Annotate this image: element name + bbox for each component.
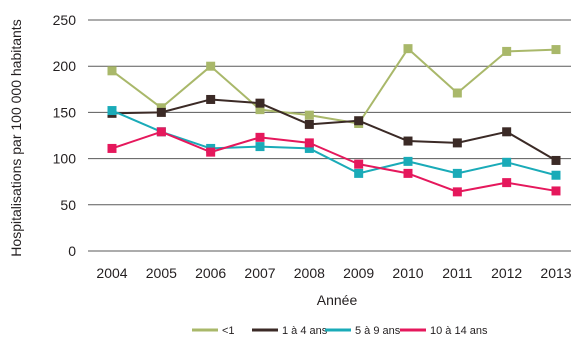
x-tick-label: 2009 xyxy=(343,265,374,281)
legend-label: <1 xyxy=(222,325,235,337)
y-tick-label: 200 xyxy=(53,58,77,74)
series-line xyxy=(111,109,557,177)
data-point xyxy=(502,127,512,137)
data-point xyxy=(255,142,265,152)
data-point xyxy=(452,187,462,197)
y-tick-label: 150 xyxy=(53,104,77,120)
data-point xyxy=(403,168,413,178)
legend-item: 1 à 4 ans xyxy=(252,325,328,337)
data-point xyxy=(206,147,216,157)
data-point xyxy=(551,170,561,180)
x-tick-label: 2010 xyxy=(392,265,423,281)
x-tick-label: 2004 xyxy=(96,265,127,281)
series-group xyxy=(107,44,561,197)
data-point xyxy=(304,110,314,120)
series-3 xyxy=(107,106,561,180)
data-point xyxy=(304,119,314,129)
data-point xyxy=(452,88,462,98)
legend-item: 5 à 9 ans xyxy=(325,325,401,337)
y-tick-label: 250 xyxy=(53,12,77,28)
data-point xyxy=(255,132,265,142)
data-point xyxy=(502,46,512,56)
y-axis-ticks: 0 50 100 150 200 250 xyxy=(53,12,77,259)
data-point xyxy=(107,143,117,153)
x-tick-label: 2005 xyxy=(146,265,177,281)
data-point xyxy=(354,116,364,126)
legend-label: 1 à 4 ans xyxy=(282,325,328,337)
data-point xyxy=(107,66,117,76)
series-line xyxy=(111,130,557,193)
data-point xyxy=(551,45,561,55)
series-line xyxy=(111,98,557,162)
data-point xyxy=(206,94,216,104)
legend-item: <1 xyxy=(192,325,235,337)
x-tick-label: 2008 xyxy=(294,265,325,281)
legend-item: 10 à 14 ans xyxy=(400,325,488,337)
x-axis-title: Année xyxy=(317,292,358,308)
y-tick-label: 100 xyxy=(53,151,77,167)
data-point xyxy=(551,155,561,165)
data-point xyxy=(403,136,413,146)
legend-label: 10 à 14 ans xyxy=(430,325,488,337)
data-point xyxy=(354,168,364,178)
data-point xyxy=(156,103,166,113)
series-line xyxy=(111,47,557,125)
x-tick-label: 2007 xyxy=(244,265,275,281)
data-point xyxy=(255,105,265,115)
data-point xyxy=(502,178,512,188)
data-point xyxy=(304,138,314,148)
data-point xyxy=(502,157,512,167)
x-tick-label: 2012 xyxy=(491,265,522,281)
legend-label: 5 à 9 ans xyxy=(355,325,401,337)
x-tick-label: 2006 xyxy=(195,265,226,281)
x-tick-label: 2011 xyxy=(442,265,472,281)
data-point xyxy=(452,168,462,178)
series-1 xyxy=(107,44,561,128)
y-axis-title: Hospitalisations par 100 000 habitants xyxy=(8,19,24,256)
data-point xyxy=(304,143,314,153)
x-tick-label: 2013 xyxy=(540,265,571,281)
data-point xyxy=(452,138,462,148)
y-tick-label: 50 xyxy=(60,197,76,213)
x-axis-ticks: 2004 2005 2006 2007 2008 2009 2010 2011 2012 2013 xyxy=(96,265,571,281)
data-point xyxy=(255,98,265,108)
y-tick-label: 0 xyxy=(68,243,76,259)
data-point xyxy=(403,44,413,54)
data-point xyxy=(206,61,216,71)
legend: <1 1 à 4 ans 5 à 9 ans 10 à 14 ans xyxy=(192,325,488,337)
series-4 xyxy=(107,127,561,197)
series-2 xyxy=(107,94,561,165)
data-point xyxy=(551,186,561,196)
data-point xyxy=(403,156,413,166)
data-point xyxy=(354,159,364,169)
data-point xyxy=(107,106,117,116)
data-point xyxy=(156,107,166,117)
data-point xyxy=(156,127,166,137)
